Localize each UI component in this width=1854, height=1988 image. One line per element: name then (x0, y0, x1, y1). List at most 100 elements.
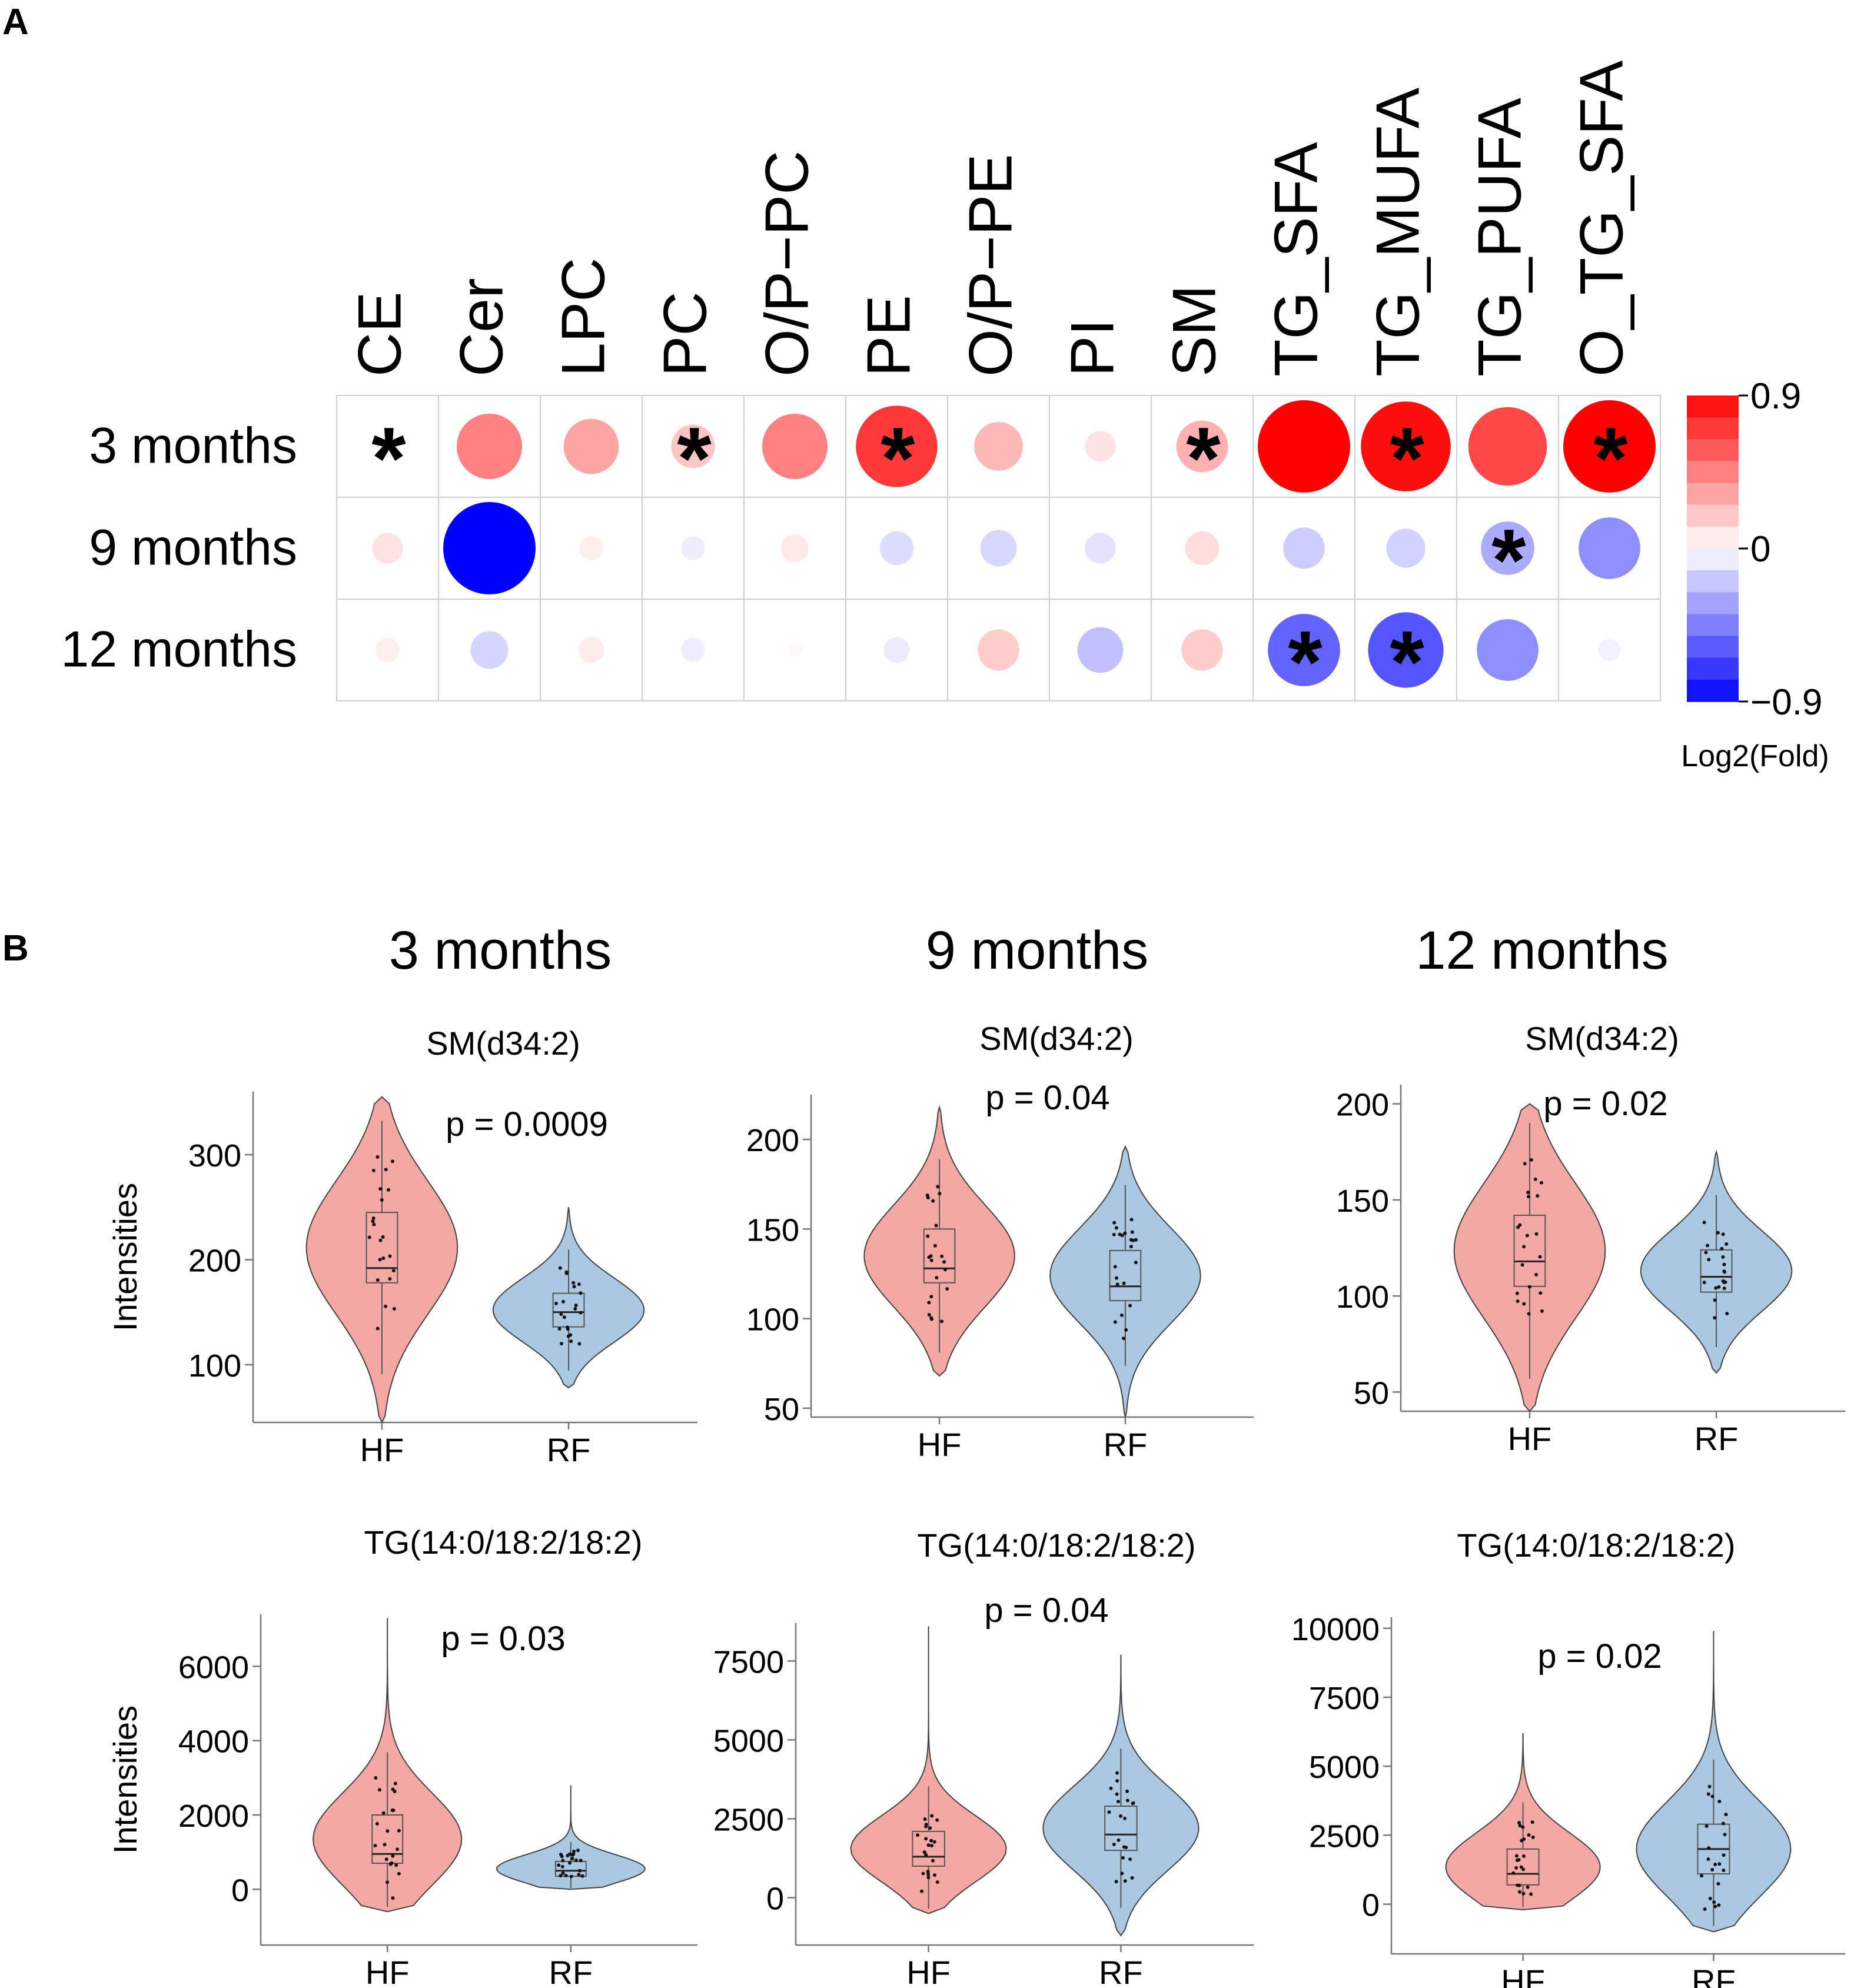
heatmap-row-label: 9 months (89, 520, 297, 576)
data-point (1516, 1299, 1520, 1304)
data-point (1722, 1286, 1726, 1291)
heatmap-circle (1477, 619, 1539, 681)
data-point (1117, 1838, 1121, 1842)
heatmap-circle (1085, 431, 1116, 462)
data-point (1521, 1854, 1526, 1859)
heatmap-circle (579, 536, 603, 560)
data-point (1517, 1890, 1521, 1894)
data-point (1713, 1904, 1717, 1909)
data-point (386, 1188, 390, 1192)
y-axis-label: Intensities (107, 1183, 144, 1331)
data-point (1522, 1245, 1526, 1249)
data-point (1134, 1238, 1138, 1242)
data-point (572, 1849, 576, 1853)
heatmap-column-label: SM (1161, 285, 1229, 377)
data-point (1714, 1286, 1718, 1290)
heatmap-row-label: 12 months (61, 621, 297, 678)
data-point (1540, 1309, 1544, 1313)
colorbar-segment (1687, 636, 1739, 659)
data-point (1520, 1839, 1524, 1843)
data-point (931, 1859, 935, 1863)
heatmap-circle (1598, 639, 1621, 661)
data-point (938, 1192, 942, 1196)
data-point (940, 1319, 944, 1324)
heatmap-circle (1077, 627, 1124, 673)
data-point (1521, 1825, 1525, 1829)
data-point (1707, 1784, 1712, 1788)
data-point (573, 1307, 577, 1311)
data-point (1708, 1896, 1712, 1900)
y-tick-label: 200 (188, 1243, 241, 1278)
data-point (926, 1843, 931, 1847)
data-point (557, 1327, 561, 1331)
data-point (1720, 1246, 1724, 1251)
heatmap-circle (974, 422, 1023, 471)
heatmap-circle (788, 643, 802, 657)
data-point (1118, 1814, 1122, 1818)
data-point (560, 1342, 564, 1346)
data-point (935, 1880, 939, 1884)
data-point (1530, 1820, 1534, 1824)
heatmap-circle (1563, 400, 1656, 493)
colorbar-segment (1687, 504, 1739, 527)
data-point (1539, 1291, 1543, 1295)
y-axis-label: Intensities (107, 1706, 144, 1854)
violin-rf (496, 1785, 646, 1890)
data-point (935, 1818, 939, 1822)
data-point (394, 1863, 398, 1867)
heatmap-column-label: O/P−PC (753, 151, 822, 377)
data-point (1115, 1792, 1119, 1796)
data-point (392, 1307, 396, 1311)
data-point (384, 1857, 388, 1861)
data-point (378, 1187, 383, 1191)
data-point (1107, 1810, 1111, 1814)
data-point (559, 1312, 563, 1317)
colorbar-tick-label: 0.9 (1750, 376, 1801, 417)
data-point (384, 1168, 388, 1172)
data-point (372, 1222, 376, 1226)
data-point (936, 1185, 940, 1189)
data-point (1113, 1265, 1117, 1269)
heatmap-circle (1579, 517, 1640, 579)
significance-asterisk: * (677, 409, 712, 508)
heatmap-circle (1176, 420, 1228, 473)
heatmap-circle (470, 631, 509, 669)
data-point (1514, 1866, 1519, 1870)
heatmap-circle (1268, 614, 1340, 686)
plot-title: TG(14:0/18:2/18:2) (917, 1527, 1195, 1564)
y-tick-label: 2500 (713, 1802, 784, 1837)
colorbar-segment (1687, 417, 1739, 440)
data-point (1534, 1232, 1539, 1236)
p-value: p = 0.03 (441, 1620, 565, 1658)
heatmap-circle (372, 533, 403, 564)
data-point (1706, 1244, 1710, 1248)
heatmap-circle (681, 638, 705, 662)
data-point (1717, 1285, 1721, 1289)
colorbar-segment (1687, 614, 1739, 637)
data-point (929, 1258, 933, 1262)
data-point (1536, 1194, 1540, 1198)
data-point (571, 1853, 575, 1857)
data-point (580, 1874, 584, 1878)
y-tick-label: 0 (231, 1873, 249, 1908)
x-tick-label: RF (1694, 1420, 1739, 1457)
data-point (1713, 1298, 1717, 1302)
data-point (1115, 1771, 1119, 1775)
data-point (1723, 1833, 1727, 1837)
data-point (942, 1260, 946, 1264)
heatmap-circle (1481, 521, 1534, 575)
data-point (1700, 1874, 1704, 1878)
data-point (376, 1278, 380, 1282)
x-tick-label: HF (360, 1431, 404, 1468)
data-point (1131, 1238, 1135, 1242)
data-point (1120, 1871, 1124, 1876)
data-point (924, 1823, 928, 1827)
data-point (391, 1854, 395, 1858)
group-title: 12 months (1416, 920, 1669, 980)
data-point (391, 1269, 396, 1273)
data-point (386, 1880, 390, 1884)
heatmap-column-label: PC (652, 292, 720, 377)
data-point (935, 1276, 939, 1280)
data-point (1125, 1789, 1129, 1793)
data-point (1128, 1857, 1132, 1861)
